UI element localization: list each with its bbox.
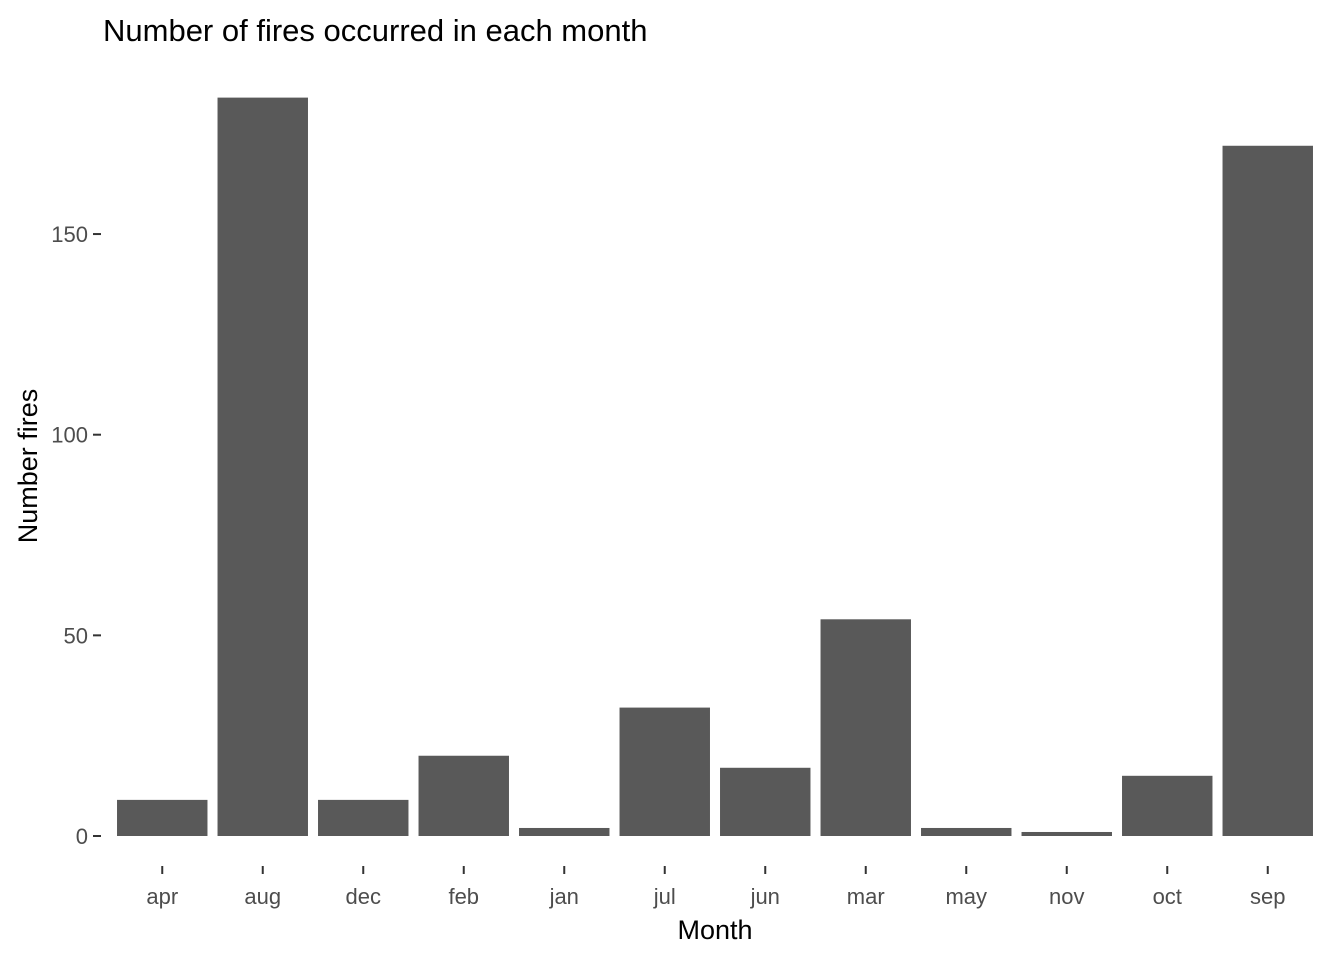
- bar-dec: [318, 799, 409, 836]
- bar-oct: [1122, 775, 1213, 836]
- x-tick-label: nov: [1049, 884, 1084, 909]
- bar-mar: [820, 619, 911, 836]
- bar-apr: [117, 799, 208, 836]
- y-axis-label: Number fires: [13, 389, 43, 544]
- x-axis-label: Month: [677, 915, 752, 945]
- bar-may: [921, 827, 1012, 836]
- y-tick-label: 150: [51, 222, 88, 247]
- bar-aug: [217, 97, 308, 836]
- x-tick-label: oct: [1153, 884, 1182, 909]
- y-axis: 0 50 100 150: [51, 222, 101, 849]
- x-tick-label: may: [945, 884, 987, 909]
- bar-nov: [1021, 831, 1112, 836]
- x-tick-label: jul: [653, 884, 676, 909]
- x-tick-label: jan: [549, 884, 579, 909]
- bar-feb: [418, 755, 509, 836]
- x-tick-label: dec: [346, 884, 381, 909]
- y-tick-label: 50: [64, 623, 88, 648]
- bar-jul: [619, 707, 710, 836]
- bar-jan: [519, 827, 610, 836]
- bar-jun: [720, 767, 811, 836]
- x-axis: apr aug dec feb jan jul jun mar may nov oct sep: [146, 866, 1285, 909]
- x-tick-label: apr: [146, 884, 178, 909]
- y-tick-label: 0: [76, 824, 88, 849]
- chart-title: Number of fires occurred in each month: [103, 13, 647, 48]
- x-tick-label: aug: [244, 884, 281, 909]
- bars: [117, 97, 1313, 836]
- x-tick-label: feb: [448, 884, 479, 909]
- x-tick-label: mar: [847, 884, 885, 909]
- x-tick-label: sep: [1250, 884, 1285, 909]
- x-tick-label: jun: [750, 884, 780, 909]
- bar-sep: [1222, 145, 1313, 836]
- y-tick-label: 100: [51, 423, 88, 448]
